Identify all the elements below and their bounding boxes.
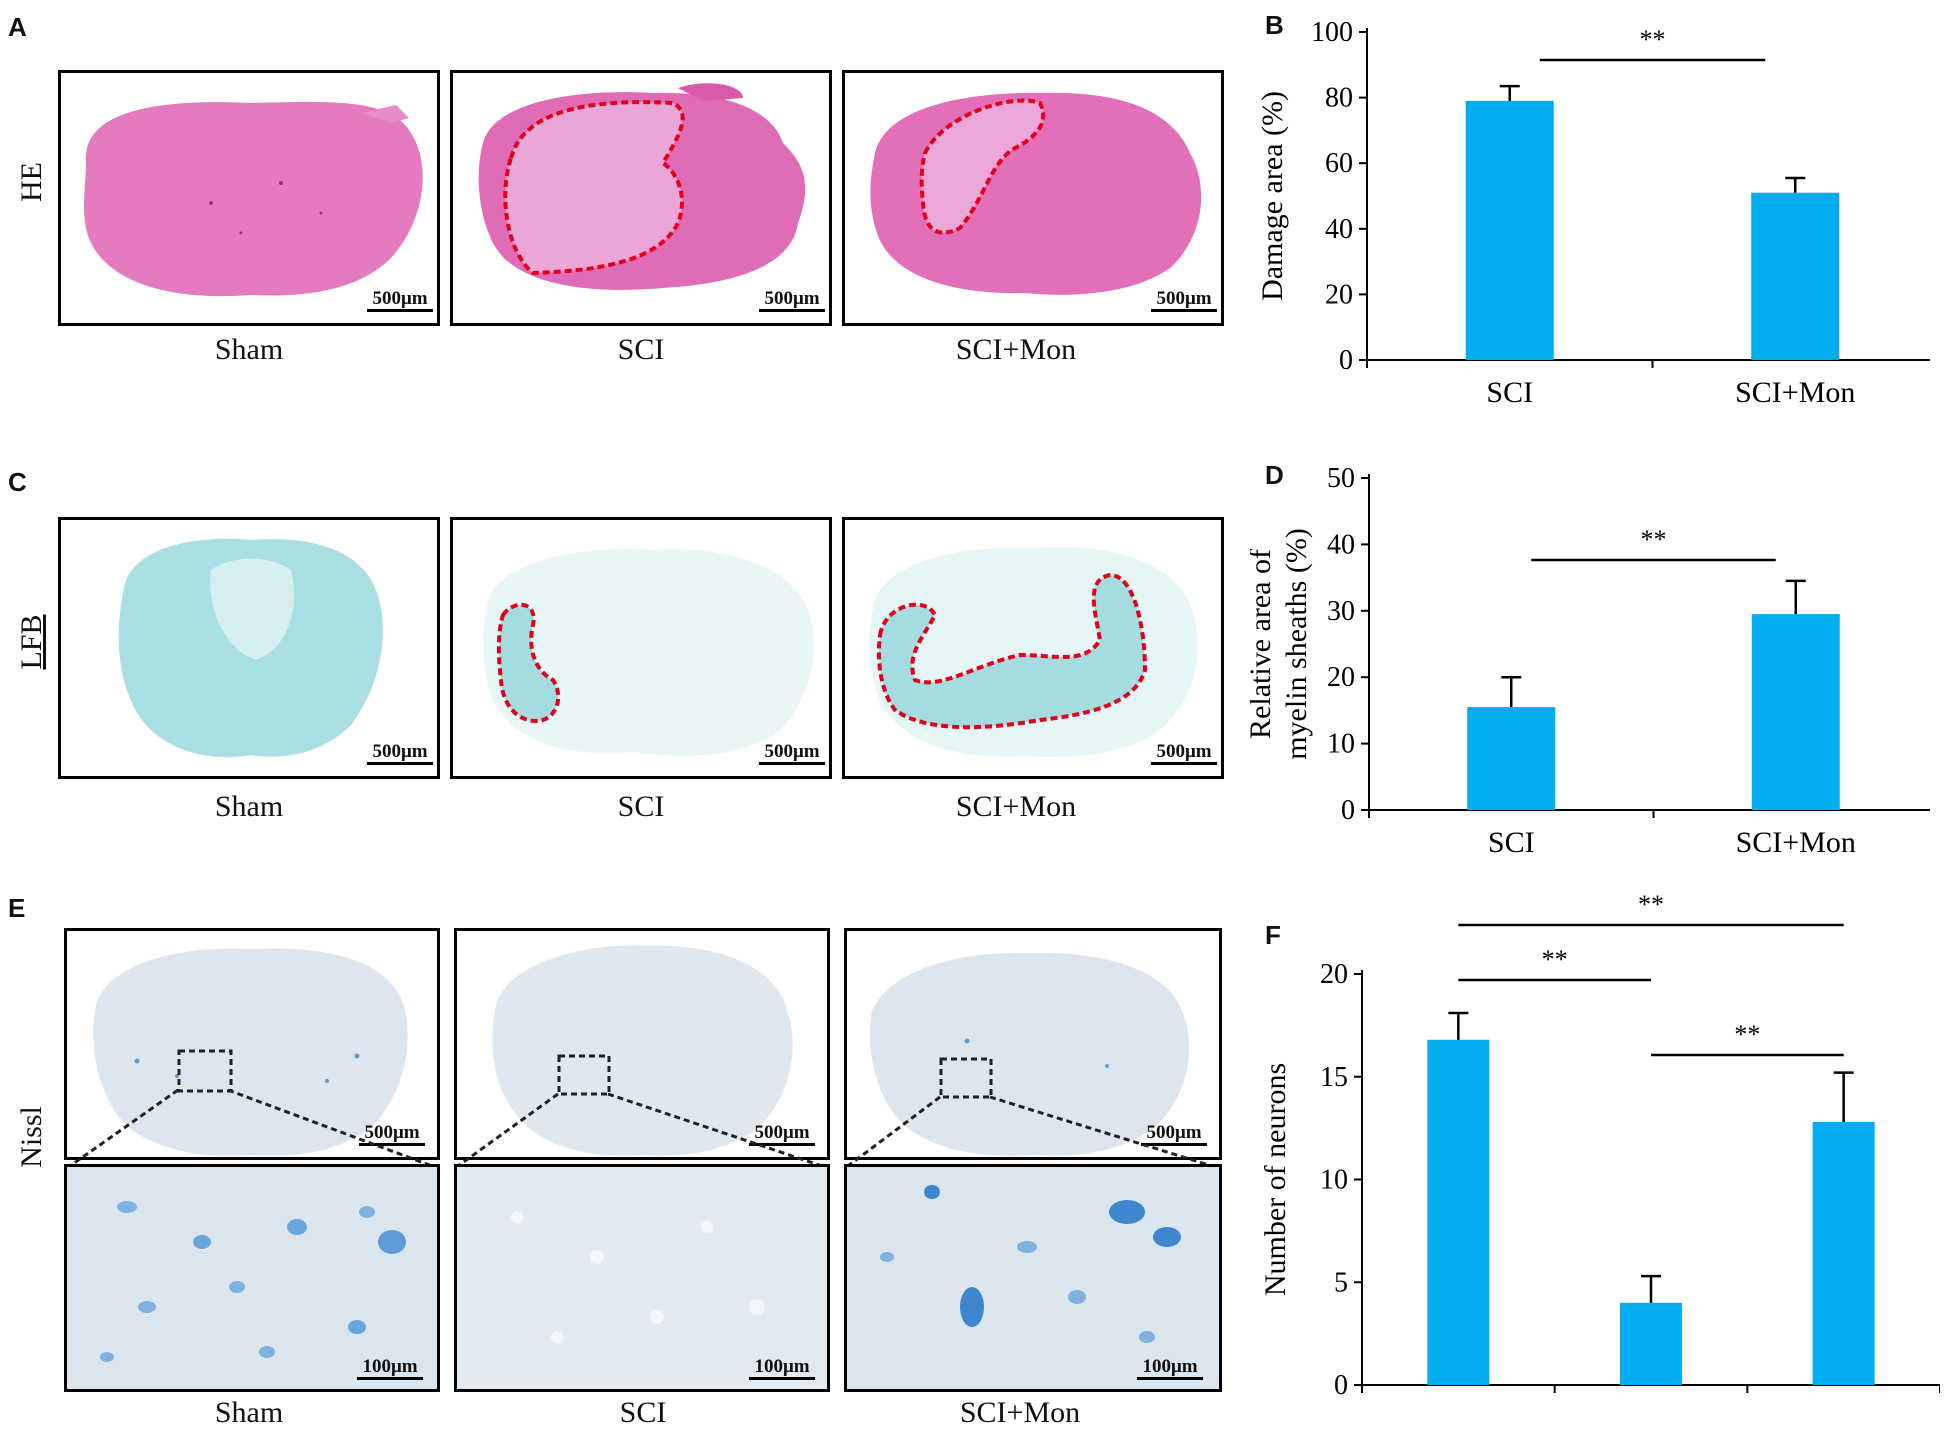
chart-d-y-tick-label: 40	[1327, 529, 1355, 560]
chart-f-significance-label: **	[1542, 945, 1568, 974]
panel-letter-d: D	[1265, 460, 1284, 490]
nissl-caption-sham: Sham	[214, 1396, 284, 1429]
chart-neuron-count: 05101520ShamSCISCI+MonNumber of neurons*…	[1259, 890, 1940, 1400]
chart-d-y-axis-label: myelin sheaths (%)	[1280, 528, 1313, 760]
lfb-sham-image: 500μm	[58, 517, 440, 779]
row-label-lfb: LFB	[15, 614, 48, 670]
he-mon-tissue	[870, 92, 1202, 295]
nissl-mon-scalebar: 500μm	[1141, 1123, 1207, 1146]
nissl-sham-tissue	[93, 948, 408, 1156]
nissl-sham-zoom-scalebar: 100μm	[357, 1357, 423, 1380]
nissl-sci-zoom-image: 100μm	[454, 1164, 830, 1392]
nissl-zoom-connectors	[69, 1088, 1213, 1168]
chart-d-significance-label: **	[1641, 525, 1667, 554]
nissl-sci-zoom-tissue	[457, 1167, 827, 1389]
panel-letter-b: B	[1265, 10, 1284, 40]
chart-b-y-tick-label: 60	[1325, 148, 1353, 179]
chart-f-significance-label: **	[1638, 890, 1664, 919]
nissl-sham-zoom-image: 100μm	[64, 1164, 440, 1392]
lfb-caption-sham: Sham	[214, 790, 284, 823]
panel-letter-c: C	[8, 467, 27, 497]
panel-letter-f: F	[1265, 920, 1281, 950]
he-caption-mon: SCI+Mon	[955, 333, 1077, 366]
he-sci-image: 500μm	[450, 70, 832, 326]
nissl-sci-tissue	[492, 945, 793, 1156]
chart-b-bar	[1751, 192, 1840, 360]
row-label-he: HE	[15, 162, 48, 202]
lfb-mon-image: 500μm	[842, 517, 1224, 779]
nissl-mon-zoom-tissue	[847, 1167, 1219, 1389]
chart-b-y-tick-label: 100	[1311, 17, 1353, 48]
lfb-mon-scalebar: 500μm	[1151, 742, 1217, 765]
nissl-sci-scalebar: 500μm	[749, 1123, 815, 1146]
panel-letter-e: E	[8, 893, 26, 923]
nissl-mon-tissue	[869, 952, 1190, 1156]
chart-d-bar	[1467, 707, 1556, 810]
he-sham-scalebar: 500μm	[367, 289, 433, 312]
panel-letter-a: A	[8, 12, 27, 42]
chart-d-y-tick-label: 50	[1327, 463, 1355, 494]
chart-b-y-tick-label: 0	[1339, 345, 1353, 376]
nissl-caption-sci: SCI	[619, 1396, 667, 1429]
chart-f-y-tick-label: 0	[1334, 1370, 1348, 1400]
lfb-sham-tissue	[118, 538, 383, 758]
chart-d-y-axis-label: Relative area of	[1250, 549, 1277, 739]
nissl-mon-zoom-scalebar: 100μm	[1137, 1357, 1203, 1380]
chart-b-bar	[1465, 100, 1554, 360]
chart-f-bar	[1620, 1302, 1682, 1385]
he-caption-sci: SCI	[617, 333, 665, 366]
chart-d-x-tick-label: SCI+Mon	[1736, 826, 1856, 859]
chart-f-y-tick-label: 15	[1320, 1062, 1348, 1093]
chart-b-y-axis-label: Damage area (%)	[1256, 91, 1289, 301]
chart-b-y-tick-label: 40	[1325, 214, 1353, 245]
chart-d-y-tick-label: 20	[1327, 662, 1355, 693]
he-sham-tissue	[83, 101, 423, 297]
nissl-mon-zoom-image: 100μm	[844, 1164, 1222, 1392]
lfb-mon-tissue	[869, 547, 1198, 757]
lfb-sham-scalebar: 500μm	[367, 742, 433, 765]
chart-f-significance-label: **	[1734, 1020, 1760, 1049]
chart-f-bar	[1812, 1121, 1875, 1385]
chart-d-y-tick-label: 0	[1341, 795, 1355, 826]
chart-myelin-area: 0 10 20 30 40 50 SCI SCI+Mon Relative area of mye…	[1250, 463, 1930, 859]
chart-f-y-axis-label: Number of neurons	[1259, 1063, 1292, 1296]
nissl-sham-image: 500μm	[64, 928, 440, 1160]
chart-f-bar	[1427, 1039, 1490, 1385]
nissl-caption-mon: SCI+Mon	[959, 1396, 1081, 1429]
lfb-sci-scalebar: 500μm	[759, 742, 825, 765]
chart-b-y-tick-label: 20	[1325, 279, 1353, 310]
chart-d-bar	[1751, 614, 1840, 810]
chart-b-x-tick-label: SCI	[1486, 376, 1533, 409]
he-sham-image: 500μm	[58, 70, 440, 326]
nissl-sci-zoom-scalebar: 100μm	[749, 1357, 815, 1380]
he-mon-scalebar: 500μm	[1151, 289, 1217, 312]
he-mon-image: 500μm	[842, 70, 1224, 326]
chart-b-significance-label: **	[1640, 25, 1666, 54]
he-caption-sham: Sham	[214, 333, 284, 366]
chart-f-y-tick-label: 10	[1320, 1165, 1348, 1196]
lfb-sci-tissue	[483, 549, 814, 756]
lfb-caption-sci: SCI	[617, 790, 665, 823]
chart-d-y-tick-label: 10	[1327, 729, 1355, 760]
chart-d-x-tick-label: SCI	[1488, 826, 1535, 859]
chart-d-y-tick-label: 30	[1327, 596, 1355, 627]
chart-f-y-tick-label: 5	[1334, 1267, 1348, 1298]
chart-b-x-tick-label: SCI+Mon	[1735, 376, 1855, 409]
chart-f-y-tick-label: 20	[1320, 959, 1348, 990]
chart-b-y-tick-label: 80	[1325, 83, 1353, 114]
lfb-caption-mon: SCI+Mon	[955, 790, 1077, 823]
chart-damage-area: 0 20 40 60 80 100 SCI SCI+Mon Damage area (%) **	[1256, 17, 1930, 409]
he-sci-scalebar: 500μm	[759, 289, 825, 312]
nissl-sci-image: 500μm	[454, 928, 830, 1160]
nissl-sham-scalebar: 500μm	[359, 1123, 425, 1146]
lfb-sci-image: 500μm	[450, 517, 832, 779]
nissl-sham-zoom-tissue	[67, 1167, 437, 1389]
he-sci-tissue	[478, 83, 806, 290]
